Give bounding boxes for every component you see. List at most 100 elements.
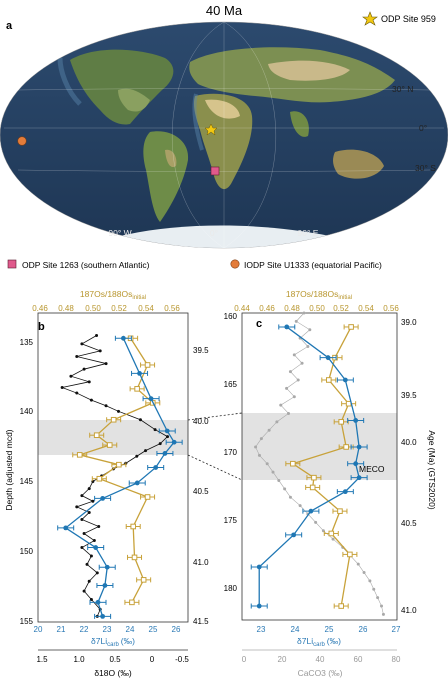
b-o18-tick: 1.5 — [36, 655, 48, 664]
c-top-tick: 0.56 — [383, 304, 399, 313]
panel-label-b: b — [38, 321, 45, 333]
c-caco3-tick: 40 — [316, 655, 325, 664]
panel-b-o18-point — [87, 510, 91, 514]
panel-c-caco3-point — [296, 378, 300, 382]
panel-c-os-point — [337, 508, 343, 514]
panel-c-caco3-point — [283, 487, 287, 491]
panel-c-caco3-point — [277, 478, 281, 482]
b-top-tick: 0.56 — [164, 304, 180, 313]
panel-b-o18-point — [89, 554, 93, 558]
panel-c-caco3-point — [362, 571, 366, 575]
panel-b-o18-line — [60, 335, 169, 617]
panel-b-li-point — [100, 496, 106, 501]
panel-b-o18-point — [104, 362, 108, 366]
c-right-tick: 41.0 — [401, 606, 417, 615]
lat-label-0: 0° — [419, 123, 427, 133]
panel-c-os-point — [338, 603, 344, 609]
panel-c-caco3-point — [298, 504, 302, 508]
panel-b-li-point — [164, 428, 170, 434]
panel-b-o18-point — [80, 494, 84, 498]
b-right-tick: 40.5 — [193, 487, 209, 496]
panel-c-caco3-point — [308, 328, 312, 332]
north-america-shape — [70, 49, 174, 125]
c-top-tick: 0.44 — [234, 304, 250, 313]
panel-b-os-point — [144, 362, 151, 368]
panel-c-caco3-point — [287, 411, 290, 415]
panel-b-o18-point — [87, 380, 91, 384]
panel-b-o18-point — [92, 539, 96, 543]
panel-c-caco3-point — [259, 437, 263, 441]
panel-b-top-axis: 0.46 0.48 0.50 0.52 0.54 0.56 187Os/188O… — [32, 289, 180, 313]
b-left-tick: 155 — [20, 617, 34, 626]
b-left-tick: 140 — [20, 407, 34, 416]
meco-label: MECO — [359, 464, 385, 474]
b-left-tick: 145 — [20, 477, 34, 486]
b-top-tick: 0.48 — [58, 304, 74, 313]
c-caco3-tick: 0 — [242, 655, 247, 664]
b-o18-tick: 0 — [150, 655, 155, 664]
panel-b-o18-point — [60, 385, 64, 389]
panel-b-os-point — [134, 386, 140, 392]
b-top-tick: 0.46 — [32, 304, 48, 313]
panel-c-li-point — [291, 532, 297, 538]
b-bottom-axis-label: δ7Licarb (‰) — [91, 636, 135, 648]
panel-b-o18-point — [95, 333, 99, 337]
panel-b-li-point — [148, 396, 154, 402]
panel-b-os-point — [93, 432, 100, 438]
panel-b-os-point — [131, 554, 138, 561]
panel-b-o18-point — [116, 409, 120, 413]
panel-b-o18-point — [153, 428, 157, 432]
panel-c-caco3-point — [300, 361, 304, 365]
panel-c-caco3-point — [372, 587, 376, 591]
panel-c-os-point — [326, 377, 332, 383]
b-bottom-tick: 20 — [34, 625, 43, 634]
legend-circle-icon — [230, 259, 240, 269]
panel-b-li-point — [153, 465, 159, 470]
panel-b-o18-point — [166, 435, 170, 439]
panel-b-o18-point — [80, 342, 84, 346]
panel-c-caco3-point — [356, 562, 360, 566]
panel-b-o18-point — [69, 374, 73, 378]
panel-b-li-point — [162, 451, 168, 456]
panel-b-os-point — [106, 442, 113, 448]
meco-band-b — [38, 420, 188, 455]
b-bottom-tick: 24 — [126, 625, 135, 634]
c-right-tick: 39.0 — [401, 318, 417, 327]
panel-b-o18-point — [158, 442, 162, 446]
panel-b-o18-point — [135, 454, 139, 458]
panel-label-c: c — [256, 318, 262, 330]
panel-c-caco3-point — [331, 537, 335, 541]
panel-b-os-point — [129, 599, 135, 606]
c-bottom-axis-label: δ7Licarb (‰) — [297, 636, 341, 648]
b-right-tick: 41.0 — [193, 558, 209, 567]
lon-label-0: 0° — [210, 228, 218, 238]
panel-c-os-point — [290, 460, 296, 467]
panel-b-o18-point — [144, 449, 148, 453]
panel-c-caco3-point — [267, 428, 271, 432]
b-bottom-tick: 26 — [172, 625, 181, 634]
c-right-tick: 39.5 — [401, 391, 417, 400]
legend-square-icon — [7, 259, 17, 269]
panel-b-bottom-axis: 20 21 22 23 24 25 26 δ7Licarb (‰) 1.5 1.0… — [34, 625, 190, 678]
c-caco3-tick: 20 — [278, 655, 287, 664]
panel-b-frame — [37, 312, 189, 623]
c-bottom-tick: 23 — [257, 625, 266, 634]
c-caco3-tick: 80 — [392, 655, 401, 664]
b-bottom-tick: 22 — [80, 625, 89, 634]
panel-c-os-point — [348, 324, 354, 330]
panel-b-os-point — [144, 494, 151, 500]
panel-c-caco3-point — [288, 495, 292, 499]
panel-b-o18-point — [75, 355, 79, 359]
antarctica-shape — [120, 225, 330, 248]
australia-shape — [333, 149, 384, 179]
panel-b-o18-point — [138, 418, 142, 422]
meco-connector-top — [187, 412, 243, 421]
panel-c-li-point — [353, 461, 359, 467]
map-title: 40 Ma — [206, 3, 243, 18]
panel-b-o18-point — [95, 571, 99, 575]
lon-label-90w: 90° W — [108, 228, 131, 238]
site-1263-marker — [210, 166, 220, 176]
panel-c-os-point — [343, 444, 349, 450]
panel-b-o18-point — [87, 579, 91, 583]
south-america-shape — [143, 131, 189, 222]
